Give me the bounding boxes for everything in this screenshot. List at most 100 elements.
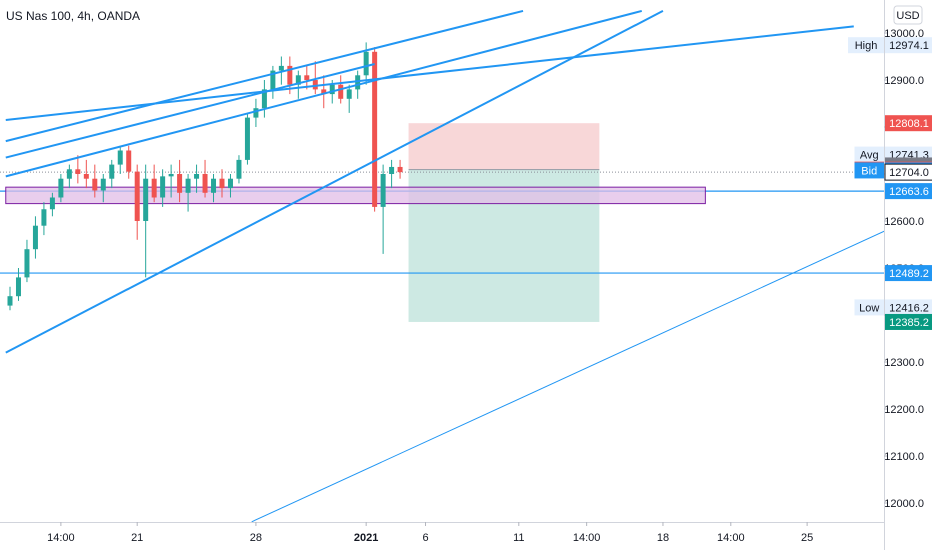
candle-body (389, 166, 395, 174)
candle-body (202, 174, 208, 193)
candle-body (211, 178, 217, 193)
candle-body (24, 249, 30, 278)
candle (278, 56, 284, 85)
candle-body (329, 84, 335, 95)
candle-body (287, 65, 293, 85)
price-level-badge: 12704.0 (884, 163, 932, 181)
chart-title: US Nas 100, 4h, OANDA (6, 9, 140, 23)
candle (24, 239, 30, 283)
candle-body (109, 164, 115, 179)
candle (92, 164, 98, 198)
x-tick-label: 25 (801, 532, 813, 544)
candle (312, 61, 318, 95)
candle (397, 159, 403, 179)
price-level-value-box (885, 299, 932, 316)
x-tick-label: 21 (131, 532, 143, 544)
price-level-value-box (885, 183, 932, 200)
candle-body (75, 169, 81, 174)
candle (202, 159, 208, 198)
currency-button[interactable]: USD (893, 5, 923, 25)
price-level-label: Bid (861, 165, 877, 177)
candle-body (355, 75, 361, 90)
candle (100, 174, 106, 203)
candle-body (244, 117, 250, 160)
price-level-label-box (854, 162, 884, 179)
price-level-value-box (885, 37, 932, 54)
y-tick-label: 12300.0 (884, 357, 924, 369)
price-level-label-box (854, 299, 884, 316)
price-level-value: 12663.6 (889, 186, 929, 198)
price-level-value: 12489.2 (889, 268, 929, 280)
price-level-label: Avg (860, 150, 879, 162)
x-tick-label: 18 (657, 532, 669, 544)
candle (7, 286, 13, 311)
y-tick-label: 12600.0 (884, 216, 924, 228)
price-level-value: 12385.2 (889, 317, 929, 329)
candle-body (380, 174, 386, 207)
price-level-badge: 12385.2 (885, 313, 932, 330)
price-level-value: 12416.2 (889, 302, 929, 314)
candle (380, 164, 386, 254)
candle (295, 70, 301, 99)
candle-body (236, 159, 242, 179)
candle (83, 159, 89, 189)
candle (346, 84, 352, 113)
candle-body (194, 174, 200, 179)
candle (389, 159, 395, 189)
candle-body (32, 225, 38, 250)
candle-body (66, 169, 72, 179)
candle-body (177, 174, 183, 193)
candle (177, 159, 183, 203)
candle-body (117, 150, 123, 165)
candle (66, 164, 72, 189)
candle (321, 75, 327, 109)
candle-body (312, 80, 318, 90)
candle-body (278, 65, 284, 71)
candle-body (219, 178, 225, 189)
candle-body (41, 209, 47, 226)
price-level-badge: 12808.1 (885, 115, 932, 132)
x-tick-label: 14:00 (717, 532, 745, 544)
candle-body (100, 178, 106, 191)
candle-body (321, 89, 327, 95)
candle-body (7, 296, 13, 306)
price-level-value-box (885, 115, 932, 132)
x-tick-label: 14:00 (47, 532, 75, 544)
trendline (5, 9, 643, 178)
candle (253, 98, 259, 127)
price-level-value: 12974.1 (889, 40, 929, 52)
candle (15, 268, 21, 301)
candle (126, 145, 132, 179)
candle-body (372, 51, 378, 207)
candle (304, 65, 310, 90)
price-level-label-box (848, 37, 884, 54)
y-tick-label: 12900.0 (884, 75, 924, 87)
candle (236, 155, 242, 184)
position-risk-area (408, 123, 600, 170)
price-level-badge: 12663.6 (885, 183, 932, 200)
candle-body (15, 277, 21, 297)
candle (372, 47, 378, 212)
price-level-badge: 12974.1 High (848, 37, 932, 54)
candle-body (83, 174, 89, 179)
candle-body (160, 176, 166, 198)
candle (117, 145, 123, 174)
candle-body (253, 108, 259, 118)
price-level-value: 12704.0 (889, 167, 929, 179)
y-tick-label: 12100.0 (884, 451, 924, 463)
candle (261, 80, 267, 118)
candle (151, 164, 157, 203)
candle (49, 192, 55, 217)
x-tick-label: 28 (250, 532, 262, 544)
candle (185, 174, 191, 212)
candle-body (151, 178, 157, 198)
candle-body (261, 89, 267, 109)
candle-body (49, 197, 55, 210)
candle (219, 169, 225, 198)
candle (363, 42, 369, 85)
candle-body (338, 84, 344, 99)
candle (58, 174, 64, 203)
candle (194, 164, 200, 193)
